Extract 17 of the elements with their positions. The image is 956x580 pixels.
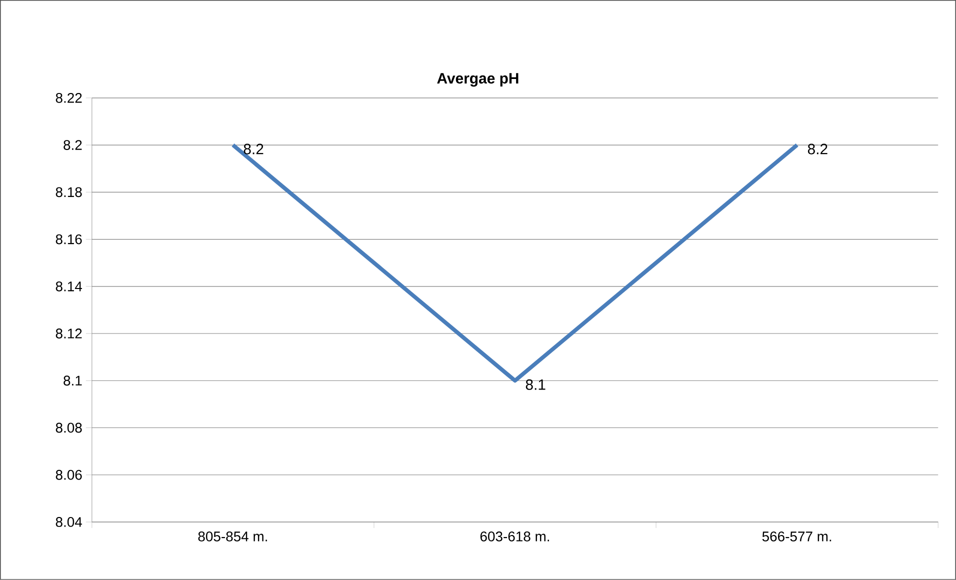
y-tick-label: 8.2 <box>64 140 82 150</box>
x-tick-label: 603-618 m. <box>480 532 550 542</box>
y-tick-label: 8.14 <box>56 281 82 292</box>
y-tick-label: 8.04 <box>56 517 82 527</box>
y-tick-label: 8.16 <box>56 234 82 244</box>
x-tick-label: 805-854 m. <box>198 532 267 542</box>
y-tick-label: 8.1 <box>64 376 82 386</box>
data-label: 8.1 <box>526 379 546 390</box>
y-tick-label: 8.18 <box>56 187 82 198</box>
x-tick-label: 566-577 m. <box>762 532 832 542</box>
data-label: 8.2 <box>244 144 264 154</box>
y-tick-label: 8.08 <box>56 422 82 433</box>
data-label: 8.2 <box>808 144 828 154</box>
y-tick-label: 8.06 <box>56 470 82 480</box>
chart-title: Avergae pH <box>437 73 518 87</box>
y-tick-label: 8.22 <box>56 93 82 103</box>
y-tick-label: 8.12 <box>56 328 82 338</box>
